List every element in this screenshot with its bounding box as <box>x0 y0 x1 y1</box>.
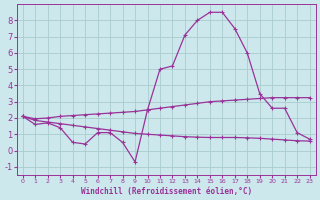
X-axis label: Windchill (Refroidissement éolien,°C): Windchill (Refroidissement éolien,°C) <box>81 187 252 196</box>
